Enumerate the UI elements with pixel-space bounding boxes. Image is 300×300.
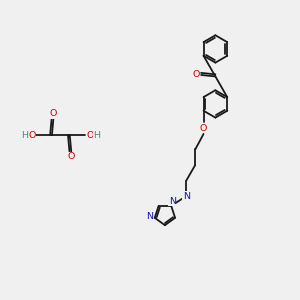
Text: H: H (94, 130, 100, 140)
Text: N: N (169, 196, 176, 206)
Text: N: N (146, 212, 154, 221)
Text: O: O (86, 130, 94, 140)
Text: O: O (50, 109, 57, 118)
Text: O: O (192, 70, 200, 79)
Text: O: O (68, 152, 75, 161)
Text: O: O (28, 130, 35, 140)
Text: H: H (21, 130, 28, 140)
Text: N: N (183, 192, 190, 201)
Text: O: O (200, 124, 207, 133)
